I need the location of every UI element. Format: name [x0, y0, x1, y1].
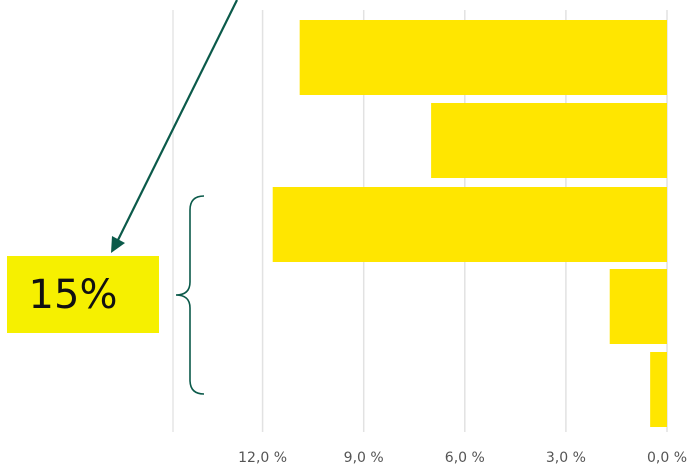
arrow-head-icon [111, 236, 125, 253]
bar [650, 352, 667, 427]
x-tick-label: 0,0 % [647, 450, 687, 466]
bar [272, 187, 667, 262]
annotation [111, 0, 238, 395]
bar [299, 20, 667, 95]
x-tick-label: 12,0 % [238, 450, 287, 466]
annotation-arrow [117, 0, 238, 241]
callout-box: 15% [7, 256, 159, 333]
x-axis-tick-labels: 12,0 % 9,0 % 6,0 % 3,0 % 0,0 % [238, 450, 687, 466]
x-tick-label: 6,0 % [445, 450, 485, 466]
bars [272, 20, 667, 427]
x-tick-label: 9,0 % [344, 450, 384, 466]
bar [609, 269, 667, 344]
callout-label: 15% [28, 271, 118, 318]
x-tick-label: 3,0 % [546, 450, 586, 466]
curly-brace-icon [175, 195, 205, 395]
bar [431, 103, 667, 178]
